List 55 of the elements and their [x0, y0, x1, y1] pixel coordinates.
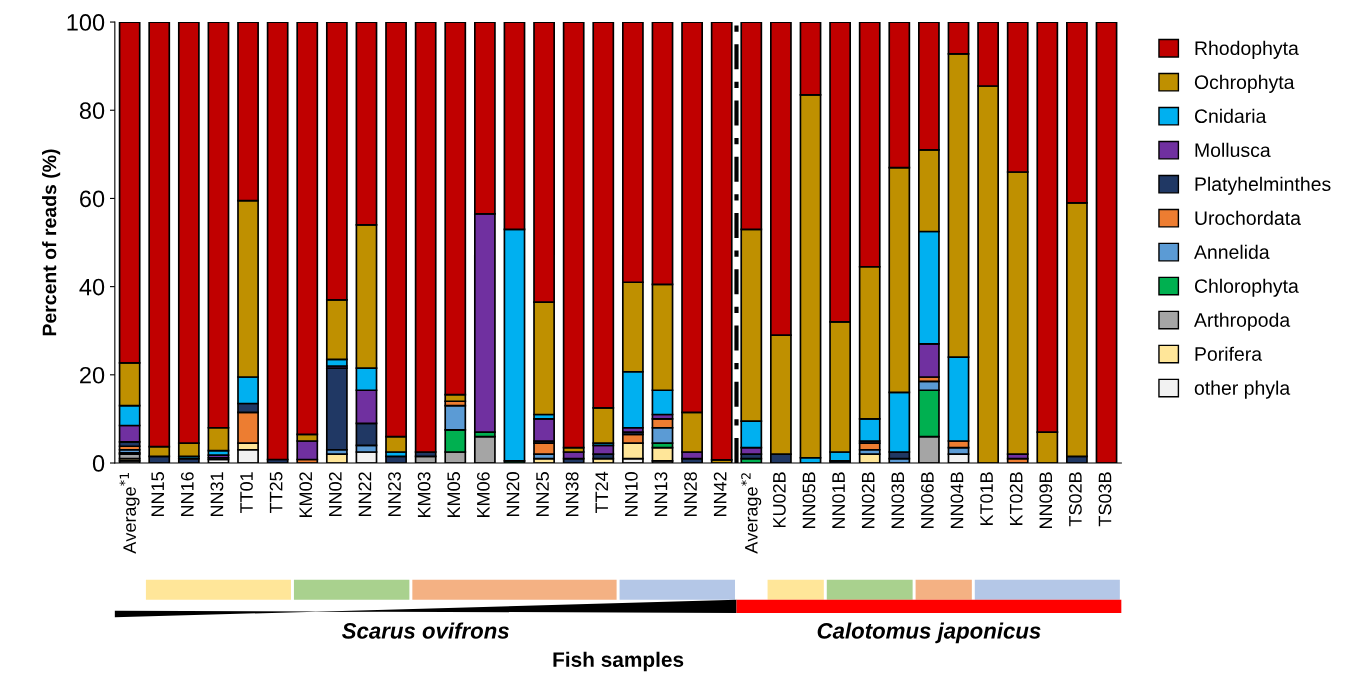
x-tick-label: NN01B	[832, 472, 845, 529]
x-tick-label: NN13	[654, 472, 668, 517]
x-tick-label: NN22	[358, 472, 372, 517]
y-tick-label: 40	[79, 278, 105, 296]
x-tick-label: NN05B	[802, 472, 816, 529]
x-tick-label: NN02B	[861, 472, 875, 529]
y-tick-label: 80	[79, 102, 105, 120]
legend-label: Urochordata	[1195, 210, 1301, 225]
x-tick-label: KM02	[299, 472, 313, 518]
x-tick-label: NN06B	[920, 472, 934, 529]
x-tick-label: NN03B	[891, 472, 905, 529]
text: Fish samples	[553, 651, 684, 672]
legend-label: Chlorophyta	[1194, 278, 1299, 297]
x-tick-label: NN20	[506, 472, 520, 517]
legend-label: Arthropoda	[1194, 312, 1291, 331]
x-tick-label: KT01B	[980, 472, 993, 526]
y-axis-title: Percent of reads (%)	[42, 149, 61, 336]
x-tick-label: KM05	[447, 472, 461, 518]
legend-label: Ochrophyta	[1194, 74, 1295, 93]
legend-label: Platyhelminthes	[1195, 176, 1331, 195]
x-tick-label: NN28	[684, 472, 697, 517]
legend-label: Porifera	[1195, 346, 1263, 361]
x-tick-label: TT25	[269, 472, 283, 514]
text: Scarus ovifrons	[341, 622, 509, 639]
x-tick-label: KM06	[476, 472, 490, 518]
x-tick-label: NN09B	[1039, 472, 1053, 529]
y-tick-label: 20	[80, 366, 105, 384]
y-tick-label: 60	[80, 190, 105, 208]
x-tick-label: KM03	[417, 472, 431, 518]
x-tick-label: NN23	[388, 472, 401, 517]
x-tick-label: NN31	[210, 472, 224, 517]
x-tick-label: KT02B	[1009, 472, 1023, 526]
x-tick-label: NN16	[180, 472, 194, 517]
legend-label: Mollusca	[1195, 142, 1271, 158]
x-tick-label: NN25	[536, 472, 549, 517]
y-tick-label: 100	[67, 14, 105, 31]
legend-label: Annelida	[1194, 244, 1270, 259]
legend-label: Rhodophyta	[1195, 40, 1299, 59]
x-tick-label: TT24	[595, 471, 608, 514]
y-tick-label: 0	[92, 455, 105, 472]
x-tick-label: NN02	[328, 472, 342, 517]
text: Calotomus japonicus	[817, 622, 1041, 644]
x-tick-label: NN10	[624, 472, 638, 517]
x-tick-label: NN15	[151, 472, 165, 517]
x-tick-label: NN04B	[950, 472, 964, 529]
x-tick-label: NN42	[713, 472, 727, 517]
x-tick-label: TS02B	[1068, 472, 1082, 527]
x-tick-label: Average$^{*2}$	[741, 473, 762, 554]
x-tick-label: Average$^{*1}$	[119, 473, 140, 554]
x-tick-label: NN38	[565, 472, 579, 517]
x-tick-label: TS03B	[1098, 472, 1112, 527]
legend-label: other phyla	[1194, 380, 1291, 399]
legend-label: Cnidaria	[1194, 108, 1267, 124]
x-tick-label: TT01	[240, 472, 253, 514]
x-tick-label: KU02B	[772, 472, 786, 528]
